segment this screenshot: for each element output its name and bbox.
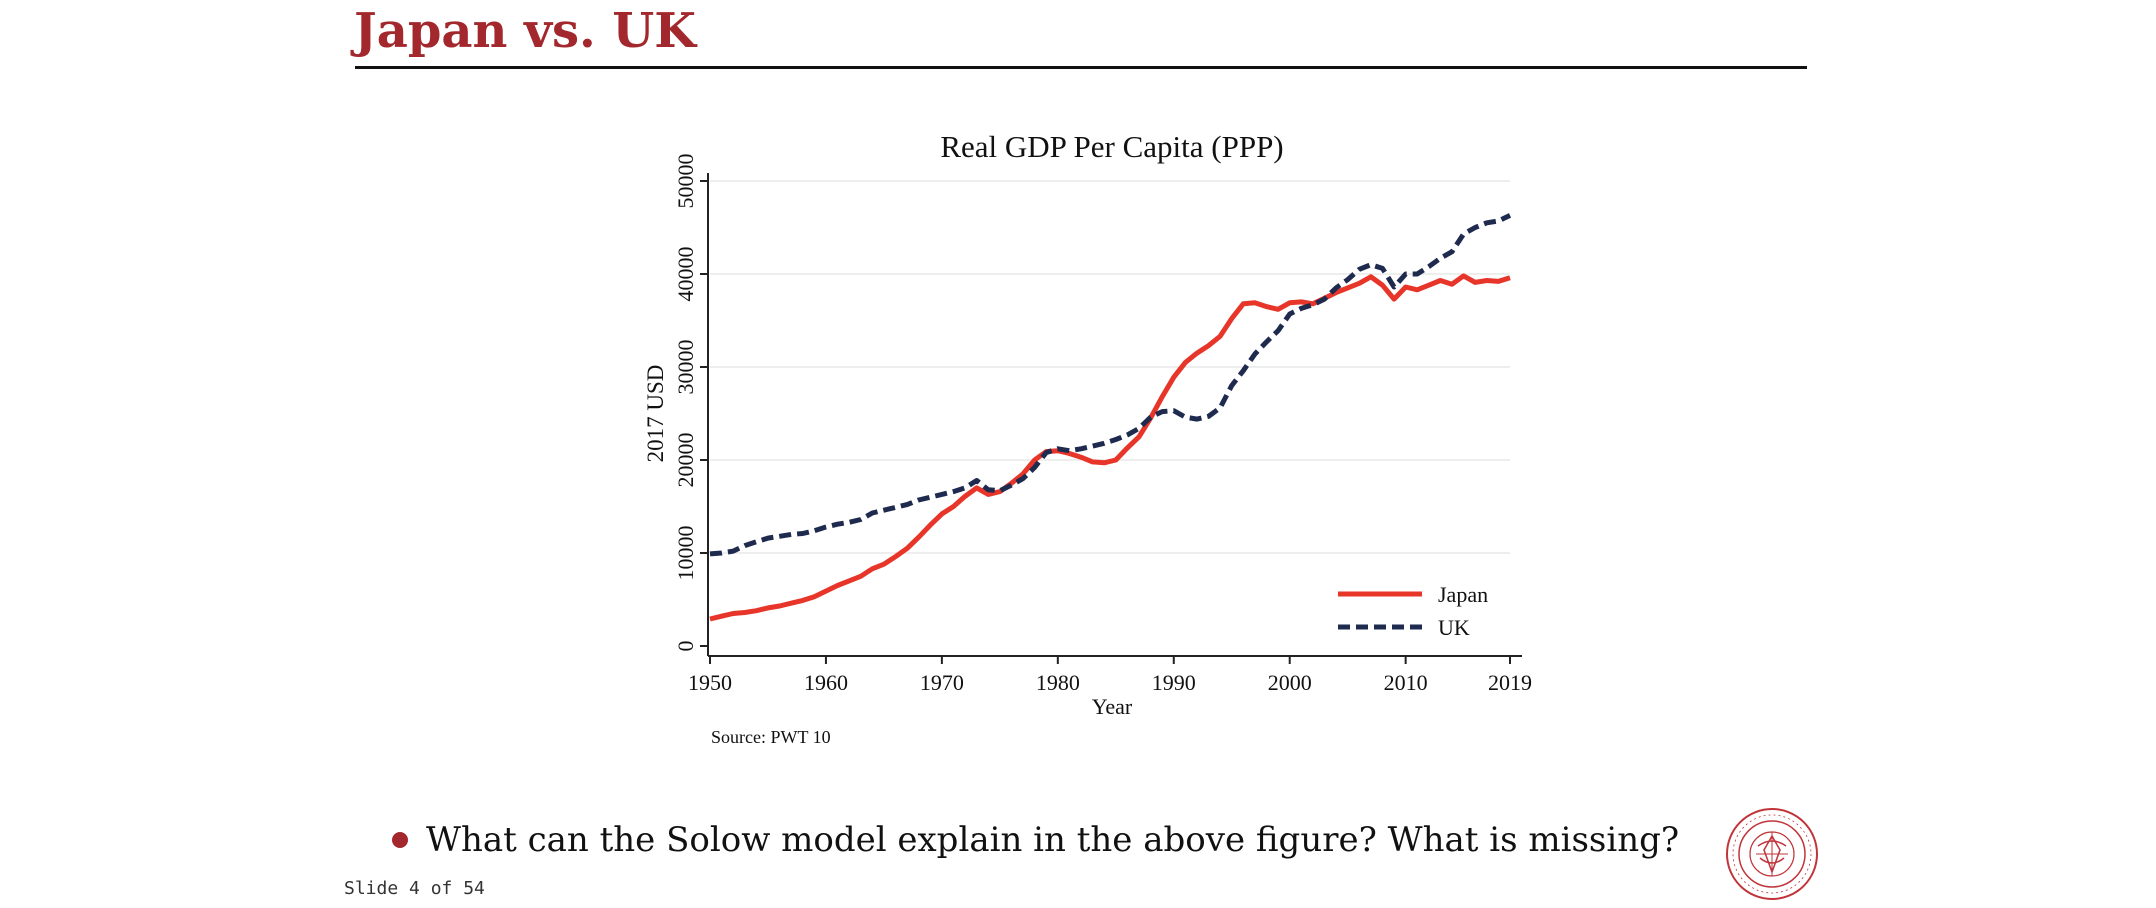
title-rule xyxy=(355,66,1807,69)
slide-title: Japan vs. UK xyxy=(354,3,696,59)
chart-title: Real GDP Per Capita (PPP) xyxy=(940,129,1283,164)
source-note: Source: PWT 10 xyxy=(711,727,831,747)
x-tick-label: 1980 xyxy=(1036,670,1080,695)
bullet-icon xyxy=(392,832,408,848)
y-tick-label: 40000 xyxy=(673,247,698,302)
series-lines xyxy=(709,213,1512,622)
series-line-uk xyxy=(709,213,1512,557)
legend-label-japan: Japan xyxy=(1438,582,1488,607)
slide-number: Slide 4 of 54 xyxy=(344,878,485,899)
bullet-item: What can the Solow model explain in the … xyxy=(392,815,1679,865)
legend: Japan UK xyxy=(1338,582,1488,640)
chart-texts: 0 10000 20000 30000 40000 50000 1950 1960 1970 19… xyxy=(643,129,1532,747)
legend-label-uk: UK xyxy=(1438,615,1470,640)
axes xyxy=(700,173,1522,664)
x-tick-label: 2019 xyxy=(1488,670,1532,695)
y-tick-label: 50000 xyxy=(673,154,698,209)
bullet-text: What can the Solow model explain in the … xyxy=(426,820,1680,860)
y-tick-label: 20000 xyxy=(673,433,698,488)
y-tick-label: 10000 xyxy=(673,526,698,581)
y-tick-label: 0 xyxy=(673,641,698,652)
x-tick-label: 2000 xyxy=(1268,670,1312,695)
grid-lines xyxy=(710,180,1510,554)
x-tick-label: 2010 xyxy=(1384,670,1428,695)
university-seal-logo xyxy=(1726,808,1818,900)
x-tick-label: 1960 xyxy=(804,670,848,695)
series-line-japan xyxy=(709,273,1511,622)
y-tick-label: 30000 xyxy=(673,340,698,395)
x-tick-label: 1950 xyxy=(688,670,732,695)
x-axis-label: Year xyxy=(1092,694,1133,719)
y-axis-label: 2017 USD xyxy=(643,365,668,463)
x-tick-label: 1970 xyxy=(920,670,964,695)
x-tick-label: 1990 xyxy=(1152,670,1196,695)
